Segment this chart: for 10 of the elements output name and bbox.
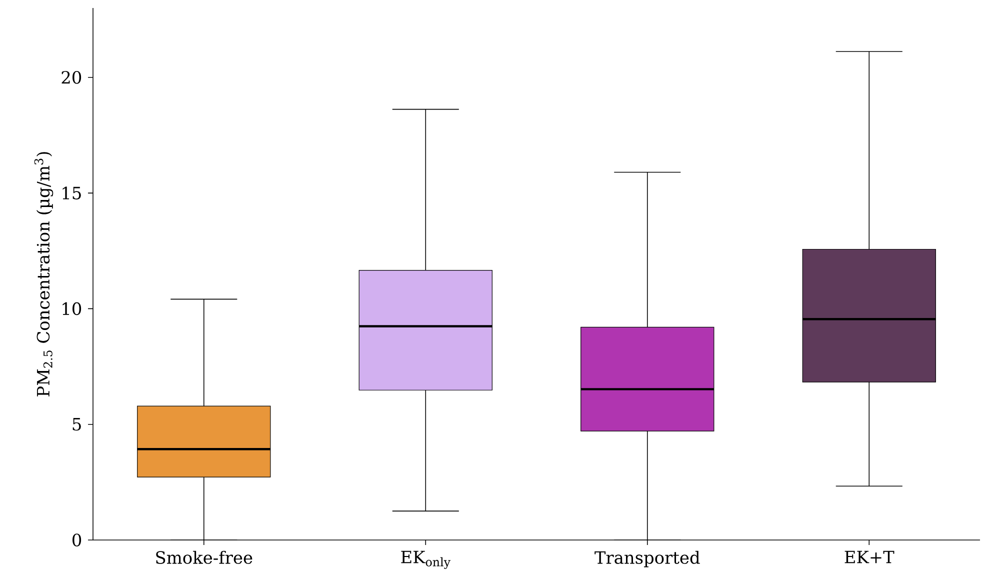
x-tick-label: EK$_{only}$ — [401, 550, 450, 569]
y-axis-title: PM$_{2.5}$ Concentration (µg/m$^{3}$) — [34, 152, 54, 396]
y-tick-label: 20 — [62, 70, 82, 84]
y-tick-label: 0 — [72, 534, 82, 546]
y-tick-label: 15 — [62, 186, 81, 200]
x-tick-label: Smoke-free — [156, 550, 252, 564]
y-tick-label: 5 — [72, 418, 81, 431]
x-tick-label: Transported — [594, 550, 700, 568]
x-tick-label: EK+T — [844, 550, 894, 564]
y-tick-label: 10 — [62, 302, 82, 316]
